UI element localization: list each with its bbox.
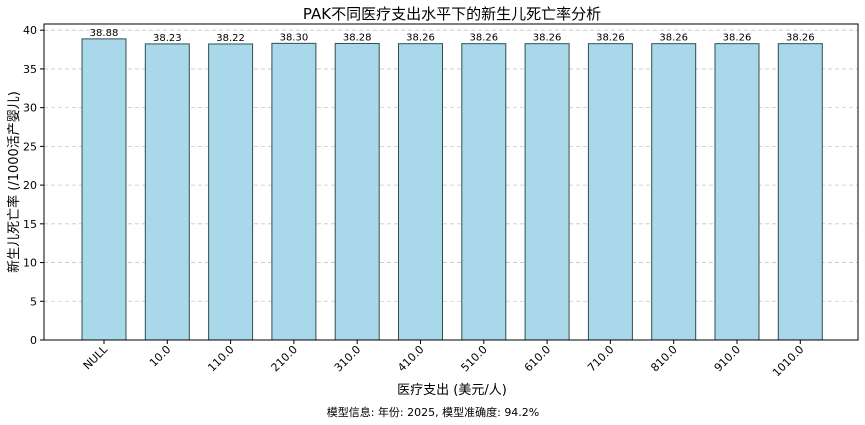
- y-tick-label-2: 10: [23, 257, 37, 270]
- x-axis-label: 医疗支出 (美元/人): [397, 383, 507, 398]
- data-label-11: 38.26: [786, 33, 815, 44]
- x-tick-label-7: 610.0: [522, 343, 553, 374]
- bar-2: [208, 43, 254, 341]
- x-tick-label-4: 310.0: [332, 343, 363, 374]
- x-tick-label-0: NULL: [81, 342, 111, 372]
- x-tick-label-1: 10.0: [147, 343, 174, 370]
- y-tick-label-1: 5: [30, 295, 37, 308]
- data-label-4: 38.28: [343, 33, 372, 44]
- bar-8: [587, 43, 633, 341]
- data-label-9: 38.26: [659, 33, 688, 44]
- data-label-2: 38.22: [216, 33, 245, 44]
- bar-9: [651, 43, 697, 341]
- data-label-1: 38.23: [153, 33, 182, 44]
- data-label-5: 38.26: [406, 33, 435, 44]
- bar-0: [81, 38, 127, 341]
- x-tick-label-5: 410.0: [395, 343, 426, 374]
- bar-11: [777, 43, 823, 341]
- y-tick-label-0: 0: [30, 334, 37, 347]
- y-axis-label: 新生儿死亡率 (/1000活产婴儿): [6, 91, 22, 273]
- bar-5: [398, 43, 443, 341]
- bar-7: [524, 43, 570, 341]
- x-axis-ticks: NULL 10.0 110.0 210.0 310.0 410.0 510.0 610.0 71…: [81, 340, 806, 379]
- data-labels: 38.88 38.23 38.22 38.30 38.28 38.26 38.26 38.26…: [90, 28, 815, 44]
- bar-4: [334, 43, 380, 341]
- data-label-3: 38.30: [280, 32, 309, 43]
- data-label-8: 38.26: [596, 33, 625, 44]
- bar-1: [144, 43, 190, 341]
- y-axis-ticks: 0 5 10 15 20 25 30 35 40: [23, 24, 44, 347]
- bar-6: [461, 43, 507, 341]
- chart-title: PAK不同医疗支出水平下的新生儿死亡率分析: [303, 5, 601, 23]
- plot-frame: [43, 23, 859, 341]
- x-tick-label-9: 810.0: [648, 343, 679, 374]
- bar-10: [714, 43, 760, 341]
- y-tick-label-5: 25: [23, 140, 37, 153]
- data-label-6: 38.26: [469, 33, 498, 44]
- data-label-10: 38.26: [723, 33, 752, 44]
- x-tick-label-10: 910.0: [712, 343, 743, 374]
- bar-3: [271, 42, 317, 341]
- x-tick-label-6: 510.0: [458, 343, 489, 374]
- model-info-footnote: 模型信息: 年份: 2025, 模型准确度: 94.2%: [327, 405, 540, 419]
- bars: [81, 38, 823, 341]
- y-tick-label-4: 20: [23, 179, 37, 192]
- y-tick-label-7: 35: [23, 63, 37, 76]
- y-tick-label-3: 15: [23, 218, 37, 231]
- x-tick-label-8: 710.0: [585, 343, 616, 374]
- y-tick-label-8: 40: [23, 24, 37, 37]
- data-label-7: 38.26: [533, 33, 562, 44]
- x-tick-label-11: 1010.0: [770, 343, 806, 379]
- data-label-0: 38.88: [90, 28, 119, 39]
- y-tick-label-6: 30: [23, 102, 37, 115]
- x-tick-label-2: 110.0: [205, 343, 236, 374]
- x-tick-label-3: 210.0: [269, 343, 300, 374]
